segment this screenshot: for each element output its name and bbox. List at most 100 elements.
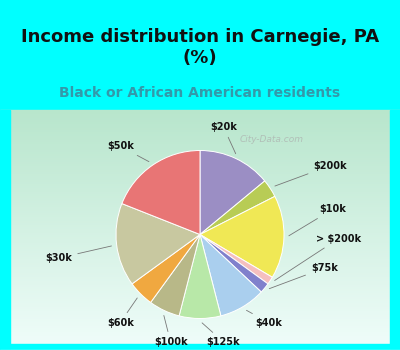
Bar	[0, 253, 400, 255]
Bar	[0, 208, 400, 209]
Bar	[0, 124, 400, 126]
Bar	[0, 338, 400, 340]
Bar	[0, 247, 400, 249]
Bar	[0, 186, 400, 188]
Wedge shape	[200, 181, 275, 235]
Bar	[0, 142, 400, 144]
Bar	[0, 243, 400, 245]
Bar	[0, 277, 400, 279]
Bar	[0, 291, 400, 293]
Bar	[0, 215, 400, 217]
Bar	[0, 239, 400, 241]
Bar	[0, 190, 400, 191]
Bar	[0, 283, 400, 285]
Bar	[0, 168, 400, 170]
Text: > $200k: > $200k	[275, 234, 361, 280]
Text: $50k: $50k	[107, 141, 149, 162]
Bar	[0, 233, 400, 235]
Bar	[0, 122, 400, 124]
Bar	[0, 269, 400, 271]
Bar	[0, 315, 400, 316]
Text: $20k: $20k	[210, 122, 237, 154]
Bar	[0, 112, 400, 114]
Text: $40k: $40k	[246, 310, 282, 328]
Bar	[0, 110, 400, 112]
Bar	[0, 310, 400, 313]
Wedge shape	[116, 204, 200, 284]
Bar	[0, 152, 400, 154]
Bar	[0, 297, 400, 299]
Wedge shape	[200, 196, 284, 277]
Bar	[0, 235, 400, 237]
Bar	[0, 287, 400, 289]
Bar	[0, 214, 400, 215]
Bar	[0, 114, 400, 116]
Bar	[0, 126, 400, 128]
Wedge shape	[179, 234, 221, 318]
Bar	[0, 231, 400, 233]
Bar	[0, 203, 400, 205]
Bar	[0, 299, 400, 301]
Bar	[0, 191, 400, 194]
Bar	[0, 130, 400, 132]
Bar	[0, 196, 400, 197]
Bar	[0, 336, 400, 338]
Bar	[0, 332, 400, 334]
Bar	[0, 344, 400, 346]
Bar	[0, 257, 400, 259]
Bar	[0, 255, 400, 257]
Bar	[0, 321, 400, 322]
Wedge shape	[200, 234, 261, 316]
Bar	[0, 279, 400, 281]
Bar	[0, 309, 400, 310]
Bar	[0, 241, 400, 243]
Bar	[0, 118, 400, 120]
Bar	[0, 140, 400, 142]
Bar	[0, 166, 400, 168]
Bar	[0, 0, 400, 110]
Bar	[0, 205, 400, 208]
Bar	[0, 172, 400, 174]
Bar	[0, 275, 400, 277]
Wedge shape	[200, 150, 265, 234]
Bar	[0, 217, 400, 219]
Text: $30k: $30k	[46, 246, 112, 263]
Wedge shape	[151, 234, 200, 316]
Bar	[0, 211, 400, 214]
Bar	[0, 116, 400, 118]
Bar	[0, 281, 400, 283]
Bar	[0, 324, 400, 327]
Bar	[0, 289, 400, 291]
Bar	[0, 138, 400, 140]
Bar	[0, 144, 400, 146]
Bar	[0, 251, 400, 253]
Wedge shape	[200, 234, 268, 292]
Bar	[0, 134, 400, 136]
Bar	[0, 303, 400, 304]
Text: $10k: $10k	[289, 204, 346, 236]
Bar	[0, 249, 400, 251]
Text: $60k: $60k	[107, 298, 137, 328]
Bar	[0, 223, 400, 225]
Bar	[0, 342, 400, 344]
Wedge shape	[122, 150, 200, 234]
Bar	[0, 304, 400, 307]
Bar	[0, 346, 400, 348]
Bar	[0, 229, 400, 231]
Wedge shape	[132, 234, 200, 302]
Bar	[0, 261, 400, 263]
Bar	[0, 128, 400, 130]
Bar	[0, 164, 400, 166]
Bar	[0, 150, 400, 152]
Bar	[0, 156, 400, 158]
Bar	[0, 307, 400, 309]
Bar	[0, 293, 400, 295]
Bar	[0, 184, 400, 186]
Bar	[0, 265, 400, 267]
Bar	[0, 176, 400, 178]
Bar	[0, 301, 400, 303]
Bar	[0, 154, 400, 156]
Bar	[0, 197, 400, 199]
Bar	[0, 267, 400, 269]
Bar	[0, 295, 400, 297]
